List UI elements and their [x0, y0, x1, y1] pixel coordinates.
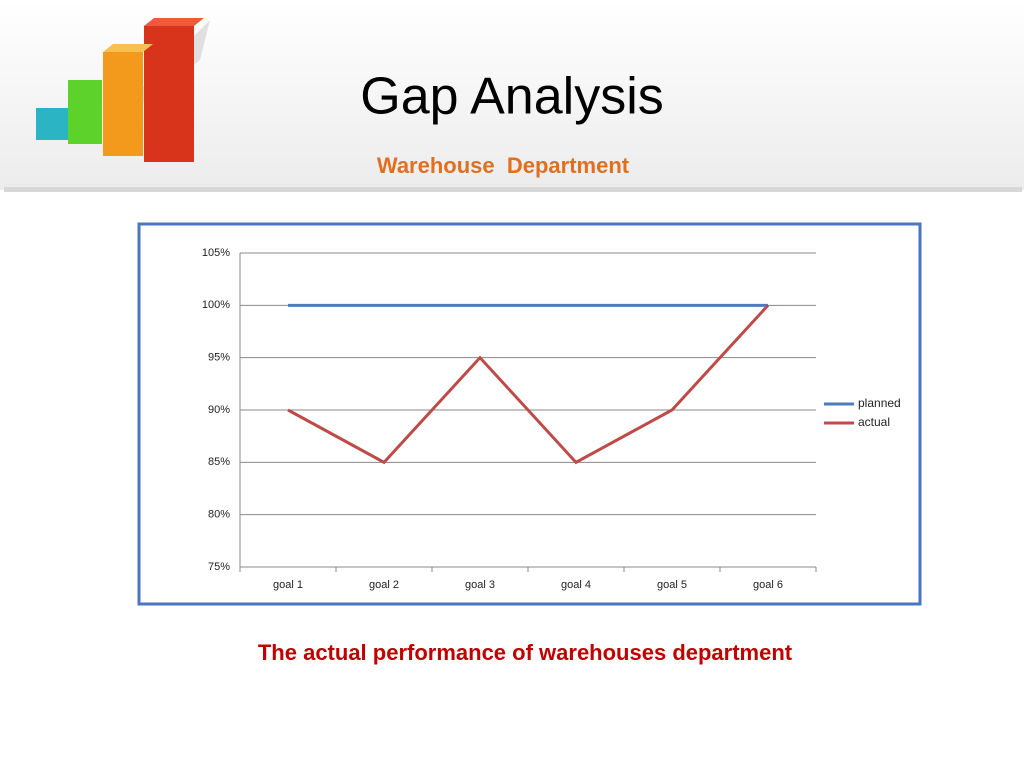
chart: 75% 80% 85% 90% 95% 100% 105% goal 1 goal 2 goal … — [202, 247, 901, 591]
y-tick-label: 105% — [202, 247, 230, 259]
slide-subtitle: Warehouse Department — [377, 153, 630, 178]
x-tick-label: goal 1 — [273, 579, 303, 591]
legend-label: actual — [858, 415, 890, 429]
caption: The actual performance of warehouses dep… — [258, 640, 793, 665]
y-tick-label: 80% — [208, 509, 230, 521]
y-tick-label: 75% — [208, 561, 230, 573]
logo-icon — [36, 18, 210, 162]
x-tick-label: goal 5 — [657, 579, 687, 591]
slide-title: Gap Analysis — [360, 68, 664, 126]
y-tick-label: 85% — [208, 456, 230, 468]
y-tick-label: 95% — [208, 352, 230, 364]
x-tick-label: goal 3 — [465, 579, 495, 591]
x-tick-label: goal 4 — [561, 579, 591, 591]
series-line — [287, 304, 770, 465]
y-tick-label: 90% — [208, 404, 230, 416]
x-tick-label: goal 2 — [369, 579, 399, 591]
y-tick-label: 100% — [202, 299, 230, 311]
header-rule — [4, 187, 1022, 192]
chart-frame — [137, 222, 922, 606]
x-tick-label: goal 6 — [753, 579, 783, 591]
legend-label: planned — [858, 396, 901, 410]
